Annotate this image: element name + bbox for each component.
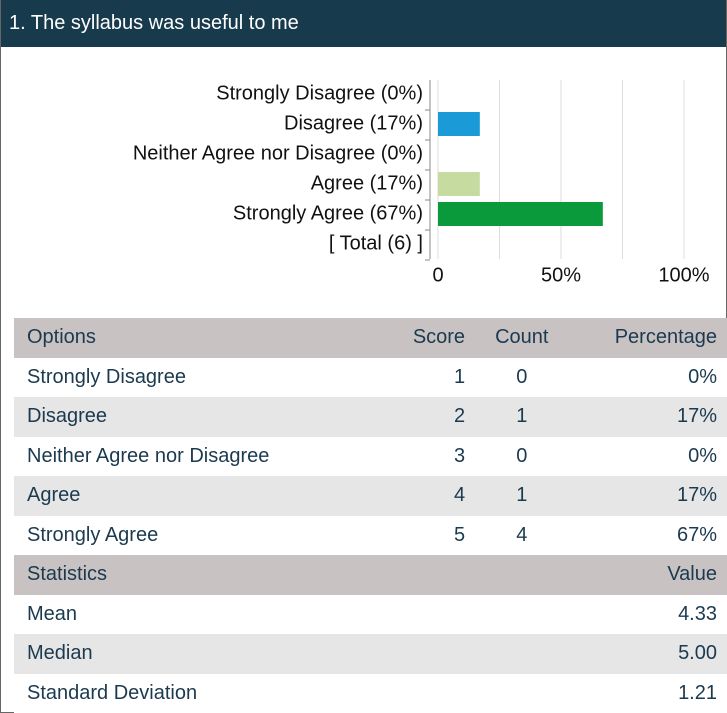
cell: 1 [475,397,566,437]
cell: Percentage [565,318,727,358]
statistics-header: Statistics Value [14,555,727,595]
cell: 0% [565,436,727,476]
x-tick-label: 0 [432,264,443,286]
cell: 3 [375,436,476,476]
question-title: 1. The syllabus was useful to me [1,0,726,47]
cell: Mean [14,594,566,634]
cell: 4 [375,476,476,516]
table-header: Options Score Count Percentage [14,318,727,358]
bar [438,172,480,196]
cell: Agree [14,476,376,516]
cell: 17% [565,397,727,437]
cell: 5 [375,515,476,555]
cell: 5.00 [565,634,727,674]
cell: Standard Deviation [14,673,566,713]
cell: 2 [375,397,476,437]
y-tick-label: Strongly Agree (67%) [233,202,423,224]
table-row: Agree 4 1 17% [14,476,727,516]
cell: 0 [475,357,566,397]
cell: 4.33 [565,594,727,634]
cell: Strongly Disagree [14,357,376,397]
cell: Value [565,555,727,595]
cell: Statistics [14,555,566,595]
cell: 17% [565,476,727,516]
cell: 0% [565,357,727,397]
cell: 1 [375,357,476,397]
cell: Neither Agree nor Disagree [14,436,376,476]
y-tick-label: Agree (17%) [311,172,423,194]
cell: 0 [475,436,566,476]
cell: 1 [475,476,566,516]
x-tick-label: 50% [541,264,581,286]
cell: Disagree [14,397,376,437]
y-tick-label: Neither Agree nor Disagree (0%) [133,142,423,164]
table-row: Strongly Disagree 1 0 0% [14,357,727,397]
statistics-row: Standard Deviation 1.21 [14,673,727,713]
cell: Score [375,318,476,358]
cell: Median [14,634,566,674]
cell: Count [475,318,566,358]
cell: Strongly Agree [14,515,376,555]
cell: 1.21 [565,673,727,713]
statistics-row: Mean 4.33 [14,594,727,634]
y-tick-label: Disagree (17%) [284,112,423,134]
cell: 4 [475,515,566,555]
y-tick-label: Strongly Disagree (0%) [216,82,423,104]
statistics-row: Median 5.00 [14,634,727,674]
cell: 67% [565,515,727,555]
bar [438,112,480,136]
table-row: Strongly Agree 5 4 67% [14,515,727,555]
chart: 0 50% 100% Strongly Disagree (0%) Disagree (… [133,80,710,286]
cell: Options [14,318,376,358]
table-row: Neither Agree nor Disagree 3 0 0% [14,436,727,476]
results-table: Options Score Count Percentage Strongly Disa… [14,318,727,713]
table-row: Disagree 2 1 17% [14,397,727,437]
y-tick-label: [ Total (6) ] [329,232,423,254]
bar [438,202,603,226]
x-tick-label: 100% [658,264,709,286]
